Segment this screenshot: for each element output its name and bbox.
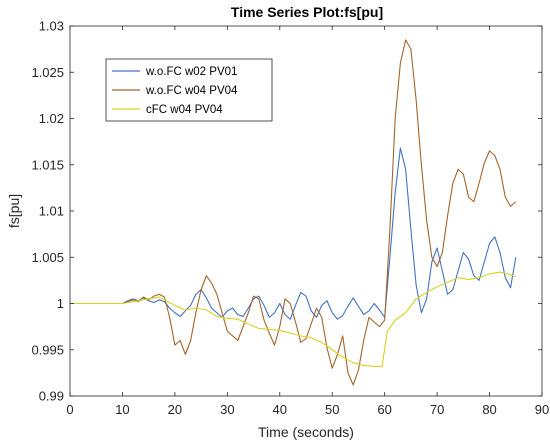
x-tick-label: 90: [535, 402, 549, 417]
x-tick-label: 80: [482, 402, 496, 417]
y-tick-label: 1.03: [39, 19, 64, 34]
series-line-3: [70, 271, 516, 367]
y-tick-label: 0.995: [31, 342, 64, 357]
legend-label-3: cFC w04 PV04: [146, 104, 223, 116]
y-axis-label: fs[pu]: [6, 194, 22, 228]
series-layer: [70, 39, 517, 386]
y-tick-label: 1.015: [31, 157, 64, 172]
x-axis-label: Time (seconds): [258, 424, 354, 440]
x-tick-label: 0: [66, 402, 73, 417]
x-tick-label: 60: [377, 402, 391, 417]
series-line-1: [70, 147, 517, 320]
y-tick-label: 1: [57, 296, 64, 311]
y-tick-label: 1.02: [39, 111, 64, 126]
legend-label-1: w.o.FC w02 PV01: [145, 66, 237, 78]
y-tick-label: 1.005: [31, 250, 64, 265]
y-tick-label: 1.025: [31, 65, 64, 80]
legend-label-2: w.o.FC w04 PV04: [145, 85, 238, 97]
x-tick-label: 10: [115, 402, 129, 417]
x-tick-label: 50: [325, 402, 339, 417]
series-line-2: [70, 39, 517, 386]
legend: w.o.FC w02 PV01 w.o.FC w04 PV04 cFC w04 PV…: [105, 58, 273, 122]
chart-title: Time Series Plot:fs[pu]: [231, 4, 383, 20]
x-tick-label: 30: [220, 402, 234, 417]
x-tick-label: 70: [430, 402, 444, 417]
x-tick-label: 20: [168, 402, 182, 417]
x-tick-label: 40: [273, 402, 287, 417]
y-tick-label: 1.01: [39, 204, 64, 219]
y-tick-label: 0.99: [39, 389, 64, 404]
axes-layer: 0 10 20 30 40 50 60 70 80 90 0.99 0.995 1 1.005 1.01 1.…: [31, 19, 549, 418]
